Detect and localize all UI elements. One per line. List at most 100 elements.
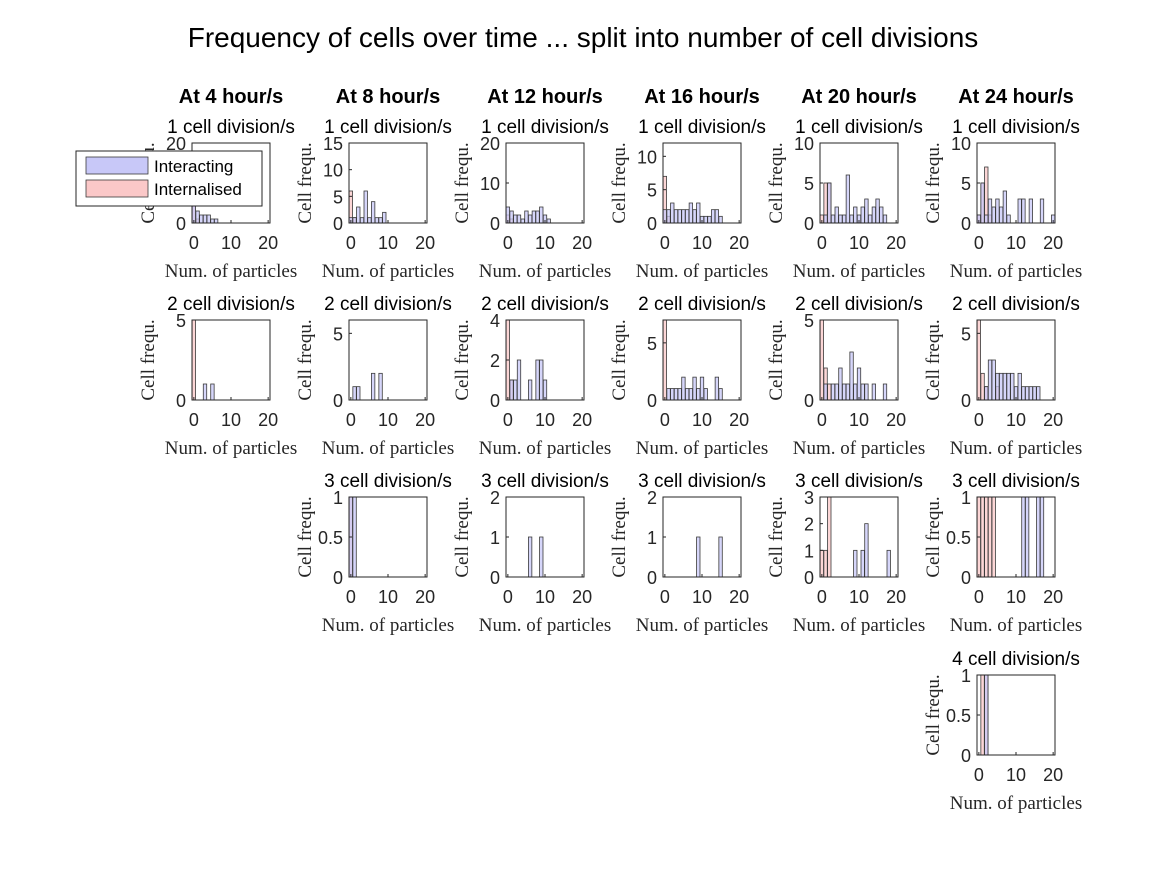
- interacting-bar: [1002, 372, 1007, 401]
- subplot: 0 10 20 0 1 23 cell division/s Num. of particl…: [452, 471, 611, 636]
- x-tick-label: 20: [729, 587, 749, 607]
- interacting-bar: [987, 359, 993, 401]
- subplot-title: 1 cell division/s: [167, 117, 295, 138]
- y-tick-label: 2: [490, 351, 500, 371]
- interacting-bar: [1017, 198, 1022, 224]
- y-axis-label: Cell frequ.: [452, 319, 473, 400]
- interacting-bar: [352, 217, 357, 224]
- y-tick-label: 0: [176, 214, 186, 234]
- y-axis-label: Cell frequ.: [609, 142, 630, 223]
- y-tick-label: 1: [647, 528, 657, 548]
- subplot-title: 2 cell division/s: [638, 294, 766, 315]
- interacting-bar: [382, 211, 387, 224]
- subplot-title: 1 cell division/s: [324, 117, 452, 138]
- x-tick-label: 10: [849, 233, 869, 253]
- y-tick-label: 0: [176, 391, 186, 411]
- y-tick-label: 5: [333, 324, 343, 344]
- y-tick-label: 0: [490, 214, 500, 234]
- legend-swatch: [85, 179, 149, 198]
- interacting-bar: [853, 383, 858, 401]
- interacting-bar: [528, 214, 533, 224]
- x-tick-label: 0: [346, 410, 356, 430]
- subplot-title: 2 cell division/s: [167, 294, 295, 315]
- y-tick-label: 5: [804, 174, 814, 194]
- y-tick-label: 2: [647, 488, 657, 508]
- interacting-bar: [842, 383, 847, 401]
- interacting-bar: [703, 215, 708, 224]
- internalised-bar: [819, 319, 824, 401]
- interacting-bar: [374, 217, 379, 224]
- x-tick-label: 0: [189, 233, 199, 253]
- interacting-bar: [823, 214, 828, 224]
- y-axis-label: Cell frequ.: [295, 142, 316, 223]
- interacting-bar: [692, 376, 697, 401]
- y-tick-label: 5: [961, 174, 971, 194]
- y-tick-label: 0: [804, 214, 814, 234]
- interacting-bar: [367, 217, 372, 224]
- subplot-title: 4 cell division/s: [952, 649, 1080, 670]
- y-tick-label: 0: [333, 214, 343, 234]
- column-header: At 12 hour/s: [487, 86, 603, 108]
- y-tick-label: 1: [961, 666, 971, 686]
- y-tick-label: 0: [490, 568, 500, 588]
- y-tick-label: 10: [794, 134, 814, 154]
- x-tick-label: 20: [729, 233, 749, 253]
- x-tick-label: 10: [535, 587, 555, 607]
- interacting-bar: [1039, 198, 1045, 224]
- x-axis-label: Num. of particles: [636, 438, 768, 459]
- y-axis-label: Cell frequ.: [923, 674, 944, 755]
- interacting-bar: [1032, 386, 1037, 401]
- subplot: 0 10 20 0 0.5 13 cell division/s Num. of parti…: [923, 471, 1082, 636]
- x-axis-label: Num. of particles: [479, 438, 611, 459]
- subplot: 0 10 20 0 52 cell division/s Num. of particle…: [138, 294, 297, 459]
- y-tick-label: 0: [647, 214, 657, 234]
- y-tick-label: 0: [961, 214, 971, 234]
- y-axis-label: Cell frequ.: [766, 496, 787, 577]
- subplot: 0 10 20 0 0.5 14 cell division/s Num. of parti…: [923, 649, 1082, 814]
- y-tick-label: 5: [647, 181, 657, 201]
- interacting-bar: [528, 379, 533, 401]
- x-tick-label: 10: [1006, 233, 1026, 253]
- x-tick-label: 10: [692, 587, 712, 607]
- column-header: At 20 hour/s: [801, 86, 917, 108]
- interacting-bar: [871, 206, 876, 224]
- internalised-bar: [991, 496, 996, 578]
- interacting-bar: [670, 388, 675, 401]
- y-tick-label: 0: [961, 568, 971, 588]
- y-tick-label: 5: [647, 334, 657, 354]
- y-tick-label: 0: [647, 568, 657, 588]
- x-axis-label: Num. of particles: [479, 261, 611, 282]
- interacting-bar: [1021, 386, 1026, 401]
- interacting-bar: [539, 206, 544, 224]
- x-tick-label: 20: [886, 587, 906, 607]
- x-axis-label: Num. of particles: [793, 261, 925, 282]
- interacting-bar: [995, 198, 1000, 224]
- subplot-title: 3 cell division/s: [952, 471, 1080, 492]
- x-tick-label: 0: [817, 233, 827, 253]
- subplot-title: 2 cell division/s: [481, 294, 609, 315]
- interacting-bar: [524, 210, 529, 224]
- internalised-bar: [827, 383, 832, 401]
- interacting-bar: [509, 379, 514, 401]
- interacting-bar: [696, 202, 701, 224]
- interacting-bar: [681, 376, 686, 401]
- x-tick-label: 20: [415, 587, 435, 607]
- interacting-bar: [868, 214, 873, 224]
- x-tick-label: 20: [1043, 410, 1063, 430]
- interacting-bar: [371, 372, 376, 401]
- interacting-bar: [714, 376, 719, 401]
- y-tick-label: 15: [323, 134, 343, 154]
- interacting-bar: [845, 174, 850, 224]
- subplot: 0 10 20 0 2 42 cell division/s Num. of particl…: [452, 294, 611, 459]
- y-axis-label: Cell frequ.: [923, 319, 944, 400]
- x-tick-label: 10: [535, 410, 555, 430]
- interacting-bar: [359, 217, 365, 224]
- y-tick-label: 20: [166, 134, 186, 154]
- interacting-bar: [688, 202, 693, 224]
- interacting-bar: [688, 388, 693, 401]
- y-tick-label: 5: [961, 324, 971, 344]
- interacting-bar: [535, 359, 540, 401]
- interacting-bar: [528, 536, 533, 578]
